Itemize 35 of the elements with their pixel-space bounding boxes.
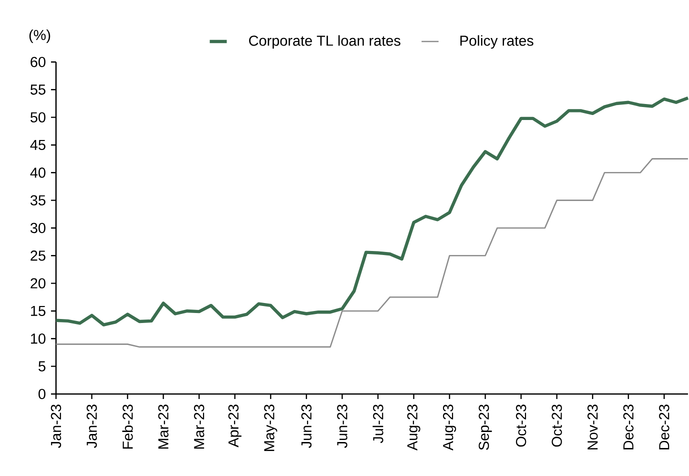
y-tick-label: 35	[30, 195, 46, 206]
y-tick-label: 0	[38, 388, 46, 400]
y-tick-label: 40	[30, 168, 46, 178]
y-tick-label: 20	[30, 278, 46, 288]
x-tick-label: Sep-23	[478, 404, 492, 450]
x-tick-label: Aug-23	[442, 404, 456, 451]
x-tick-label: Feb-23	[122, 404, 133, 449]
x-tick-label: Jul-23	[372, 404, 384, 444]
x-tick-label: May-23	[264, 404, 278, 451]
x-tick-label: Apr-23	[228, 404, 242, 448]
x-tick-label: Dec-23	[659, 404, 670, 450]
y-tick-label: 5	[38, 361, 46, 372]
y-tick-label: 50	[30, 112, 46, 122]
x-tick-label: Mar-23	[158, 404, 168, 449]
y-tick-label: 10	[31, 334, 46, 344]
x-tick-label: Nov-23	[587, 404, 598, 450]
x-tick-label: Dec-23	[623, 404, 634, 450]
x-tick-label: Jun-23	[337, 404, 348, 448]
x-tick-label: Jan-23	[50, 404, 62, 448]
line-series	[54, 96, 689, 326]
legend-label: Policy rates	[460, 35, 534, 49]
y-tick-label: 45	[30, 140, 46, 150]
x-tick-label: Oct-23	[552, 404, 562, 447]
y-axis-title: (%)	[29, 30, 50, 43]
y-tick-label: 30	[30, 222, 46, 234]
y-tick-label: 55	[30, 84, 46, 95]
y-tick-label: 60	[30, 56, 46, 68]
x-tick-label: Jan-23	[86, 404, 97, 448]
x-tick-label: Aug-23	[407, 404, 420, 451]
x-tick-label: Jun-23	[301, 404, 312, 448]
y-tick-label: 25	[30, 250, 46, 261]
x-tick-label: Oct-23	[516, 404, 526, 447]
y-tick-label: 15	[31, 306, 46, 316]
legend-label: Corporate TL loan rates	[249, 35, 400, 49]
x-tick-label: Mar-23	[194, 404, 204, 449]
